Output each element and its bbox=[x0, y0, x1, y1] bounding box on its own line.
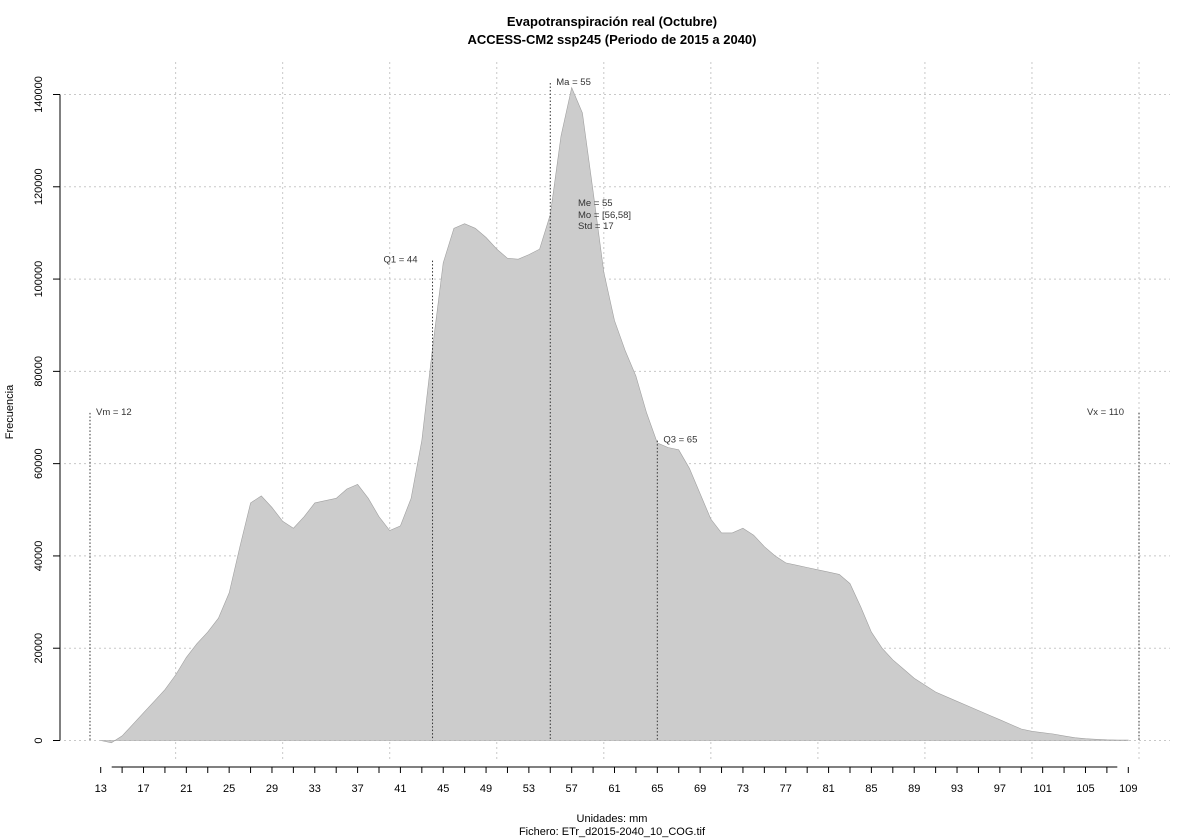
y-tick-label: 80000 bbox=[33, 356, 45, 387]
x-tick-label: 25 bbox=[223, 783, 235, 795]
x-tick-label: 17 bbox=[137, 783, 149, 795]
stats-box: Me = 55 Mo = [56,58] Std = 17 bbox=[578, 198, 631, 232]
file-name-footer: Fichero: ETr_d2015-2040_10_COG.tif bbox=[519, 826, 706, 838]
x-tick-label: 41 bbox=[394, 783, 406, 795]
x-tick-label: 105 bbox=[1076, 783, 1094, 795]
y-tick-label: 20000 bbox=[33, 633, 45, 664]
x-tick-label: 97 bbox=[994, 783, 1006, 795]
x-tick-label: 29 bbox=[266, 783, 278, 795]
x-tick-label: 85 bbox=[865, 783, 877, 795]
x-tick-label: 13 bbox=[95, 783, 107, 795]
chart-title: Evapotranspiración real (Octubre) bbox=[507, 14, 717, 29]
x-tick-label: 33 bbox=[309, 783, 321, 795]
area-layer bbox=[100, 86, 1129, 744]
y-axis: 0 20000 40000 60000 80000 100000 120000 140000 bbox=[33, 76, 61, 744]
y-tick-label: 60000 bbox=[33, 448, 45, 479]
x-tick-label: 101 bbox=[1033, 783, 1051, 795]
reference-label: Vm = 12 bbox=[96, 407, 132, 418]
reference-label: Ma = 55 bbox=[556, 77, 591, 88]
x-tick-label: 65 bbox=[651, 783, 663, 795]
grid-layer bbox=[64, 62, 1170, 762]
x-tick-label: 21 bbox=[180, 783, 192, 795]
stat-mode: Mo = [56,58] bbox=[578, 210, 631, 221]
x-axis-label: Unidades: mm bbox=[577, 813, 648, 825]
x-tick-label: 109 bbox=[1119, 783, 1137, 795]
reference-label: Q1 = 44 bbox=[383, 255, 417, 266]
x-tick-label: 89 bbox=[908, 783, 920, 795]
x-tick-label: 81 bbox=[822, 783, 834, 795]
y-tick-label: 40000 bbox=[33, 541, 45, 572]
y-tick-label: 0 bbox=[33, 737, 45, 743]
y-tick-label: 120000 bbox=[33, 168, 45, 205]
x-tick-label: 73 bbox=[737, 783, 749, 795]
x-tick-label: 93 bbox=[951, 783, 963, 795]
y-tick-label: 100000 bbox=[33, 261, 45, 298]
x-tick-label: 69 bbox=[694, 783, 706, 795]
stat-std: Std = 17 bbox=[578, 221, 614, 232]
stat-median: Me = 55 bbox=[578, 198, 613, 209]
x-tick-label: 57 bbox=[566, 783, 578, 795]
x-tick-label: 37 bbox=[351, 783, 363, 795]
reference-label: Q3 = 65 bbox=[663, 435, 697, 446]
y-tick-label: 140000 bbox=[33, 76, 45, 113]
x-tick-label: 45 bbox=[437, 783, 449, 795]
reference-label: Vx = 110 bbox=[1087, 407, 1124, 418]
y-axis-label: Frecuencia bbox=[4, 384, 16, 439]
x-tick-label: 77 bbox=[780, 783, 792, 795]
x-axis: 13 17 21 25 29 33 37 41 45 49 53 57 61 65 69 73 77 81 85 89… bbox=[95, 766, 1137, 795]
x-tick-label: 53 bbox=[523, 783, 535, 795]
x-tick-label: 49 bbox=[480, 783, 492, 795]
chart-subtitle: ACCESS-CM2 ssp245 (Periodo de 2015 a 204… bbox=[467, 32, 756, 47]
frequency-area bbox=[100, 86, 1129, 744]
x-tick-label: 61 bbox=[608, 783, 620, 795]
reference-lines: Vm = 12 Q1 = 44 Ma = 55 Q3 = 65 Vx = 110 bbox=[89, 77, 1140, 741]
